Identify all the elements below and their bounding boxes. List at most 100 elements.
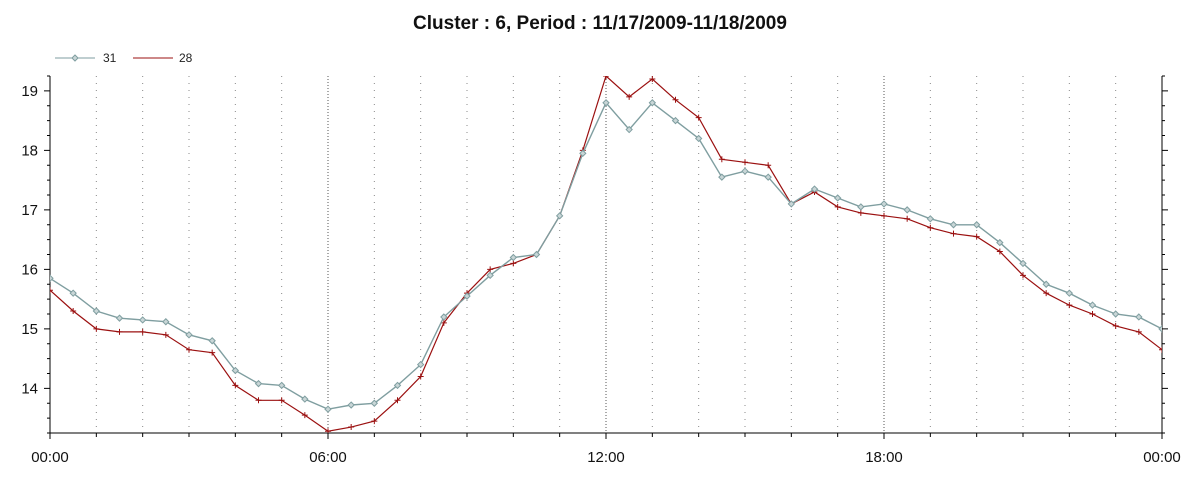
x-tick-label: 12:00: [587, 449, 625, 466]
data-point-31: [764, 173, 772, 181]
legend-label-series-2: 28: [179, 51, 193, 65]
data-point-31: [880, 200, 888, 208]
data-point-31: [416, 360, 425, 369]
y-tick-label: 18: [21, 142, 38, 159]
data-point-28: [1159, 346, 1162, 353]
data-point-31: [463, 292, 471, 300]
data-point-31: [231, 366, 240, 375]
data-point-31: [509, 253, 518, 262]
y-tick-label: 17: [21, 202, 38, 219]
data-point-28: [672, 96, 679, 103]
data-point-28: [371, 418, 378, 425]
data-point-28: [996, 248, 1003, 255]
data-point-31: [1111, 310, 1120, 318]
data-point-31: [440, 313, 448, 321]
data-point-31: [277, 381, 286, 390]
data-point-28: [904, 215, 911, 222]
data-point-28: [603, 76, 609, 79]
data-point-28: [417, 373, 424, 380]
data-point-28: [440, 319, 447, 326]
data-point-28: [162, 331, 169, 338]
data-point-28: [881, 212, 887, 219]
data-point-31: [602, 99, 610, 107]
data-point-28: [93, 325, 100, 332]
data-point-31: [787, 200, 796, 208]
data-point-31: [1158, 325, 1162, 333]
data-point-28: [626, 93, 633, 100]
data-point-28: [742, 159, 748, 166]
data-point-28: [718, 156, 725, 163]
data-point-31: [857, 203, 865, 211]
data-point-28: [232, 382, 239, 389]
legend-swatch-series-1: [55, 54, 95, 62]
data-point-31: [648, 99, 657, 107]
data-point-28: [50, 287, 53, 294]
data-point-31: [996, 238, 1004, 247]
chart-title: Cluster : 6, Period : 11/17/2009-11/18/2…: [413, 13, 787, 34]
data-point-28: [348, 424, 355, 431]
data-point-31: [926, 215, 935, 223]
data-point-31: [555, 212, 564, 220]
data-point-31: [50, 274, 54, 283]
data-point-31: [162, 318, 170, 326]
data-point-28: [765, 162, 772, 169]
data-point-28: [301, 412, 308, 419]
data-point-31: [694, 134, 703, 143]
data-point-31: [301, 395, 309, 403]
data-point-28: [1135, 328, 1142, 335]
data-point-31: [185, 331, 193, 339]
x-tick-label: 18:00: [865, 449, 903, 466]
data-point-31: [579, 149, 587, 158]
data-point-31: [486, 271, 494, 280]
y-tick-label: 14: [21, 380, 38, 397]
y-tick-label: 15: [21, 321, 38, 338]
data-point-28: [1089, 311, 1096, 317]
legend-label-series-1: 31: [103, 51, 117, 65]
data-point-31: [949, 221, 958, 229]
x-tick-label: 00:00: [31, 449, 69, 466]
legend-swatch-series-2: [133, 57, 173, 59]
data-point-31: [208, 337, 216, 345]
data-point-28: [139, 328, 146, 335]
data-point-28: [278, 397, 285, 404]
data-point-31: [1065, 289, 1074, 297]
data-point-31: [625, 125, 633, 134]
data-point-28: [1112, 322, 1119, 329]
data-point-28: [649, 76, 656, 82]
data-point-31: [115, 314, 124, 322]
data-point-31: [1135, 313, 1143, 321]
data-point-28: [116, 328, 123, 335]
data-point-28: [510, 260, 517, 267]
data-point-31: [324, 405, 332, 413]
data-point-31: [671, 116, 680, 125]
data-point-28: [394, 397, 401, 404]
data-point-28: [834, 203, 841, 210]
data-point-28: [1066, 302, 1073, 309]
data-point-28: [695, 114, 702, 121]
data-point-31: [393, 381, 402, 390]
data-point-31: [972, 221, 981, 229]
data-point-31: [1019, 259, 1027, 268]
data-point-31: [833, 194, 842, 202]
data-point-31: [92, 307, 101, 315]
data-point-28: [927, 224, 934, 231]
data-point-31: [69, 289, 77, 297]
data-point-28: [950, 230, 957, 237]
data-point-28: [255, 397, 262, 404]
data-point-31: [741, 167, 749, 175]
data-point-31: [370, 399, 379, 407]
data-point-31: [254, 379, 263, 388]
data-point-28: [973, 233, 980, 240]
data-point-28: [857, 209, 864, 216]
data-point-28: [70, 308, 77, 315]
data-point-28: [209, 349, 216, 356]
data-point-28: [1043, 290, 1050, 297]
data-point-31: [718, 173, 726, 181]
data-point-28: [186, 346, 192, 353]
x-tick-label: 00:00: [1143, 449, 1181, 466]
legend-marker-series-1: [71, 54, 79, 62]
data-point-31: [1088, 301, 1097, 309]
data-point-31: [532, 250, 541, 259]
data-point-28: [1020, 272, 1026, 279]
data-point-31: [903, 206, 911, 214]
